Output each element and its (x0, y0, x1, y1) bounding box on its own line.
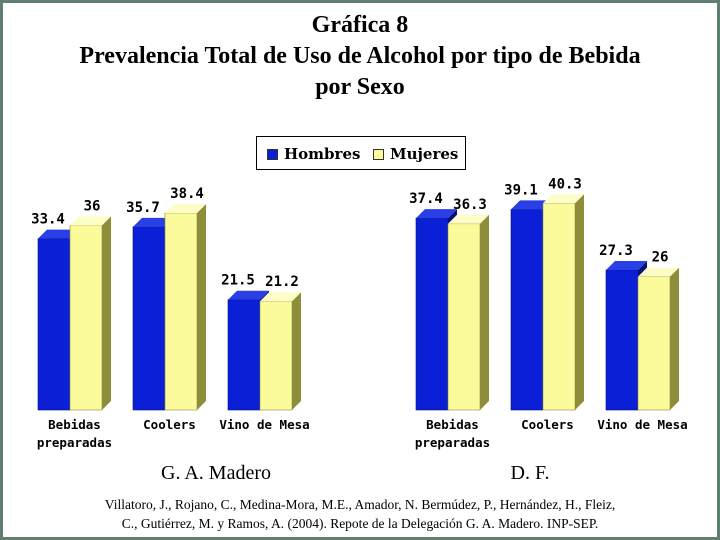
bar-side-mujeres-1-1 (575, 194, 584, 410)
bar-mujeres-1-2 (637, 276, 671, 411)
source-line-2: C., Gutiérrez, M. y Ramos, A. (2004). Re… (121, 516, 599, 531)
legend-label-mujeres: Mujeres (390, 145, 459, 163)
bar-side-mujeres-1-0 (480, 214, 489, 410)
bar-mujeres-0-0 (69, 225, 103, 411)
bar-top-hombres-1-0 (416, 209, 457, 219)
value-label-hombres-0-1: 35.7 (126, 200, 160, 216)
value-label-mujeres-1-1: 40.3 (548, 176, 582, 192)
chart-title: Gráfica 8 Prevalencia Total de Uso de Al… (0, 10, 720, 103)
bar-side-mujeres-1-2 (670, 267, 679, 410)
bar-top-mujeres-0-1 (165, 204, 206, 214)
legend-label-hombres: Hombres (284, 145, 361, 163)
category-label-0-1-0: Coolers (143, 417, 196, 432)
legend-swatch-mujeres (373, 148, 384, 160)
bar-hombres-0-1 (132, 226, 166, 411)
group-label-ga-madero: G. A. Madero (161, 462, 271, 484)
title-line-3: por Sexo (315, 74, 405, 100)
category-label-0-0-0: Bebidas (48, 417, 101, 432)
category-label-0-2-0: Vino de Mesa (219, 417, 309, 432)
legend-item-mujeres: Mujeres (373, 145, 458, 163)
bar-hombres-1-1 (510, 209, 544, 411)
legend-swatch-hombres (267, 148, 278, 160)
value-label-hombres-0-2: 21.5 (221, 273, 255, 289)
category-label-1-1-0: Coolers (521, 417, 574, 432)
bar-hombres-1-0 (415, 217, 449, 411)
bar-mujeres-0-1 (164, 212, 198, 411)
value-label-hombres-1-0: 37.4 (409, 191, 443, 207)
category-label-0-0-1: preparadas (37, 435, 112, 450)
bar-side-mujeres-0-2 (292, 292, 301, 410)
value-label-hombres-1-1: 39.1 (504, 182, 538, 198)
value-label-mujeres-0-1: 38.4 (170, 186, 204, 202)
category-label-1-0-1: preparadas (415, 435, 490, 450)
title-line-1: Gráfica 8 (311, 12, 409, 38)
value-label-hombres-0-0: 33.4 (31, 212, 65, 228)
bar-top-mujeres-1-0 (448, 214, 489, 224)
category-label-1-0-0: Bebidas (426, 417, 479, 432)
source-line-1: Villatoro, J., Rojano, C., Medina-Mora, … (104, 497, 616, 512)
value-label-mujeres-0-2: 21.2 (265, 274, 299, 290)
bar-top-mujeres-1-2 (638, 267, 679, 277)
bar-top-mujeres-0-0 (70, 216, 111, 226)
bar-top-hombres-0-1 (133, 217, 174, 227)
bar-side-mujeres-0-0 (102, 216, 111, 410)
bar-top-hombres-0-0 (38, 229, 79, 239)
bar-top-hombres-1-1 (511, 200, 552, 210)
chart-legend: Hombres Mujeres (256, 136, 466, 170)
bar-mujeres-1-0 (447, 223, 481, 411)
bar-hombres-0-2 (227, 299, 261, 411)
bar-top-hombres-1-2 (606, 260, 647, 270)
value-label-hombres-1-2: 27.3 (599, 243, 633, 259)
category-label-1-2-0: Vino de Mesa (597, 417, 687, 432)
bar-hombres-0-0 (37, 238, 71, 411)
value-label-mujeres-1-0: 36.3 (453, 197, 487, 213)
bar-mujeres-1-1 (542, 202, 576, 411)
title-line-2: Prevalencia Total de Uso de Alcohol por … (79, 43, 641, 69)
bar-side-mujeres-0-1 (197, 204, 206, 410)
source-citation: Villatoro, J., Rojano, C., Medina-Mora, … (20, 495, 700, 533)
group-label-df: D. F. (510, 462, 550, 484)
value-label-mujeres-0-0: 36 (84, 198, 101, 214)
legend-item-hombres: Hombres (267, 145, 360, 163)
bar-top-hombres-0-2 (228, 290, 269, 300)
bar-top-mujeres-1-1 (543, 194, 584, 204)
bar-top-mujeres-0-2 (260, 292, 301, 302)
value-label-mujeres-1-2: 26 (652, 250, 669, 266)
bar-hombres-1-2 (605, 269, 639, 411)
bar-mujeres-0-2 (259, 300, 293, 411)
